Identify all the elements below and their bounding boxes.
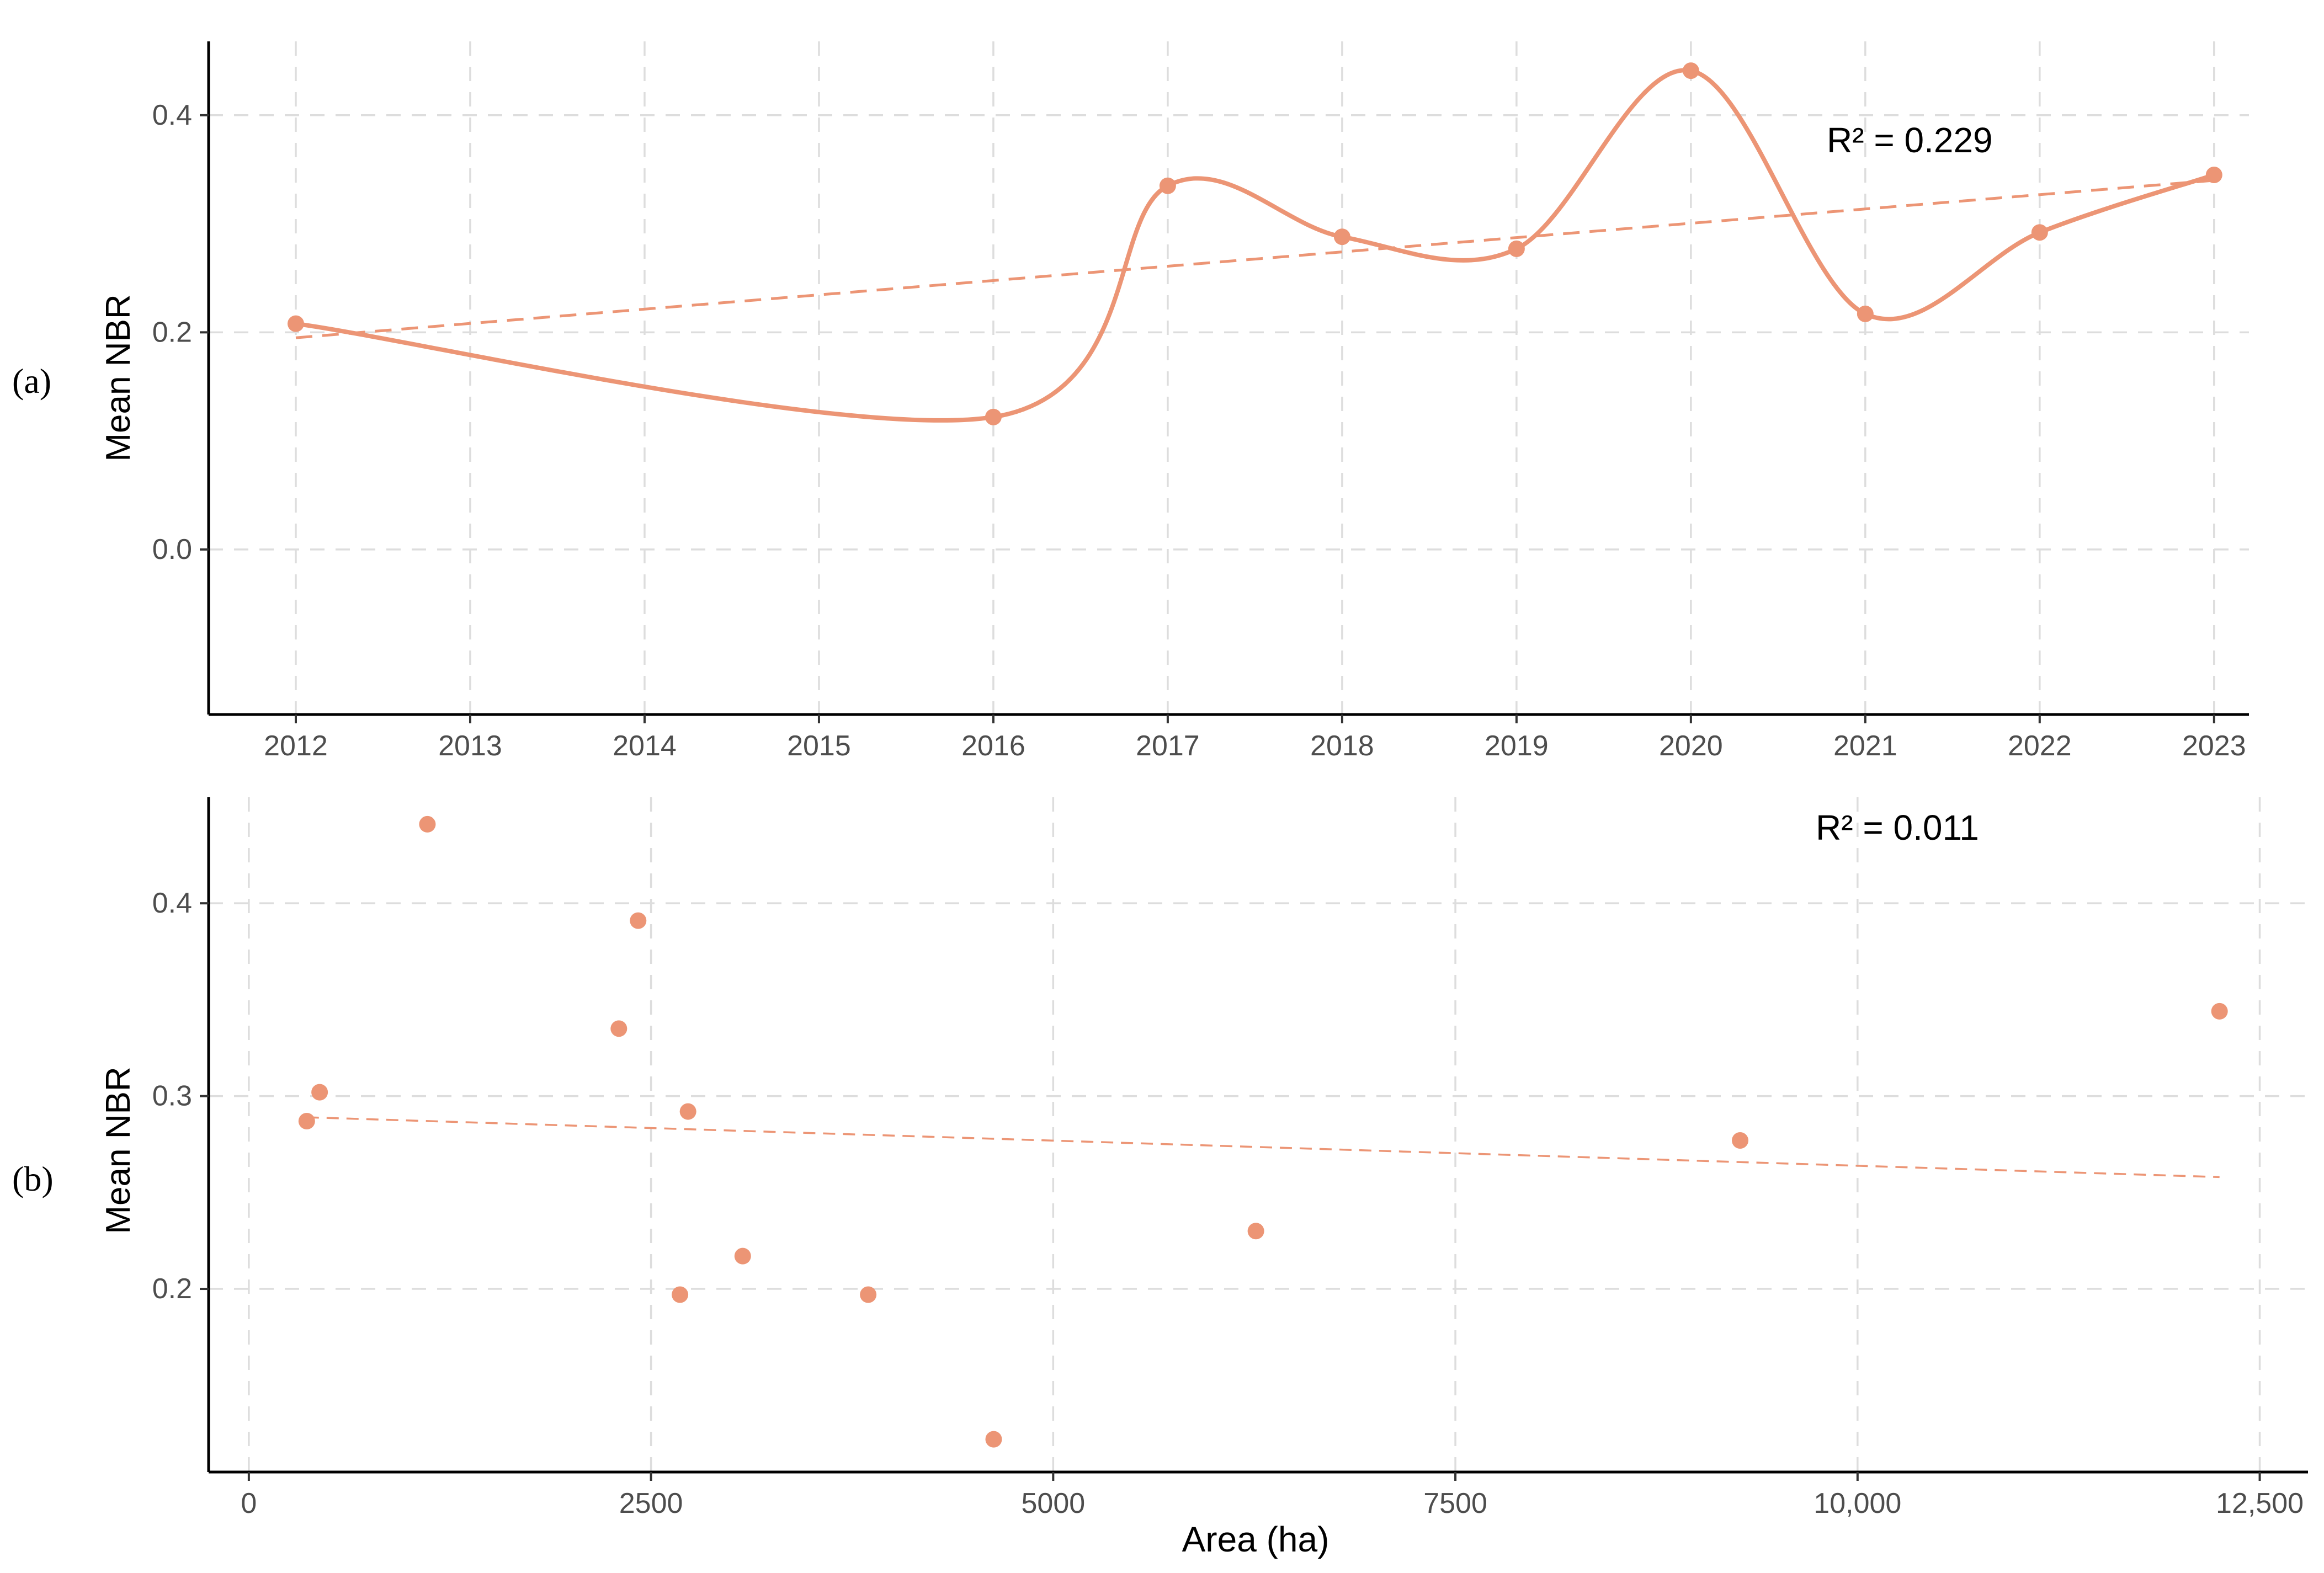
panel-a-label: (a) <box>12 361 51 401</box>
data-point <box>672 1286 689 1303</box>
panel-b-y-ticks: 0.2 0.3 0.4 <box>152 887 209 1305</box>
panel-b-y-axis-label: Mean NBR <box>99 1067 137 1234</box>
panel-a-points <box>287 62 2222 425</box>
panel-a-y-ticks: 0.0 0.2 0.4 <box>152 99 209 566</box>
data-point <box>630 912 647 929</box>
panel-b-grid <box>209 797 2308 1472</box>
data-point <box>419 815 436 833</box>
x-tick-label: 2500 <box>619 1487 683 1519</box>
data-point <box>734 1247 751 1265</box>
x-tick-label: 2021 <box>1833 730 1897 762</box>
panel-b-trendline <box>306 1116 2220 1179</box>
data-point <box>610 1020 627 1037</box>
panel-b-points <box>298 815 2228 1448</box>
data-point <box>287 315 304 332</box>
x-tick-label: 0 <box>241 1487 257 1519</box>
y-tick-label: 0.2 <box>152 1273 192 1305</box>
panel-a-axes <box>207 41 2249 716</box>
panel-a-trendline <box>295 179 2215 339</box>
panel-b-label: (b) <box>12 1159 54 1198</box>
data-point <box>2205 167 2222 184</box>
data-point <box>860 1286 877 1303</box>
x-tick-label: 7500 <box>1423 1487 1487 1519</box>
data-point <box>1682 62 1699 79</box>
panel-a: 2012 2013 2014 2015 2016 2017 2018 2019 2020 2021… <box>12 41 2249 762</box>
data-point <box>985 408 1002 425</box>
panel-b: 0 2500 5000 7500 10,000 12,500 0.2 0.3 0.4 Mean… <box>12 797 2308 1559</box>
data-point <box>1333 228 1350 246</box>
data-point <box>311 1084 328 1101</box>
data-point <box>1159 177 1176 194</box>
panel-b-r2-annotation: R² = 0.011 <box>1816 808 1979 847</box>
x-tick-label: 2012 <box>264 730 328 762</box>
data-point <box>985 1431 1002 1448</box>
x-tick-label: 2015 <box>787 730 851 762</box>
x-tick-label: 2022 <box>2008 730 2072 762</box>
panel-a-y-axis-label: Mean NBR <box>99 294 137 461</box>
y-tick-label: 0.0 <box>152 534 192 566</box>
y-tick-label: 0.2 <box>152 316 192 348</box>
panel-a-r2-annotation: R² = 0.229 <box>1827 120 1993 160</box>
x-tick-label: 2017 <box>1136 730 1200 762</box>
panel-a-grid <box>209 41 2249 714</box>
data-point <box>298 1113 315 1130</box>
panel-b-axes <box>207 797 2308 1474</box>
x-tick-label: 2019 <box>1485 730 1549 762</box>
y-tick-label: 0.4 <box>152 99 192 131</box>
panel-b-x-axis-label: Area (ha) <box>1182 1519 1329 1559</box>
x-tick-label: 2018 <box>1310 730 1374 762</box>
data-point <box>2211 1003 2228 1020</box>
x-tick-label: 5000 <box>1022 1487 1086 1519</box>
data-point <box>1247 1223 1264 1240</box>
y-tick-label: 0.3 <box>152 1080 192 1112</box>
data-point <box>679 1103 696 1120</box>
data-point <box>1732 1132 1749 1149</box>
x-tick-label: 2023 <box>2182 730 2246 762</box>
x-tick-label: 2016 <box>961 730 1025 762</box>
x-tick-label: 12,500 <box>2216 1487 2304 1519</box>
x-tick-label: 2020 <box>1659 730 1723 762</box>
panel-a-x-ticks: 2012 2013 2014 2015 2016 2017 2018 2019 2020 2021… <box>264 714 2246 762</box>
y-tick-label: 0.4 <box>152 887 192 919</box>
x-tick-label: 2013 <box>438 730 502 762</box>
data-point <box>2031 224 2048 241</box>
x-tick-label: 2014 <box>613 730 677 762</box>
panel-b-x-ticks: 0 2500 5000 7500 10,000 12,500 <box>241 1472 2304 1519</box>
data-point <box>1508 240 1525 257</box>
panel-a-smooth-curve <box>295 68 2215 423</box>
data-point <box>1857 305 1874 322</box>
x-tick-label: 10,000 <box>1814 1487 1901 1519</box>
